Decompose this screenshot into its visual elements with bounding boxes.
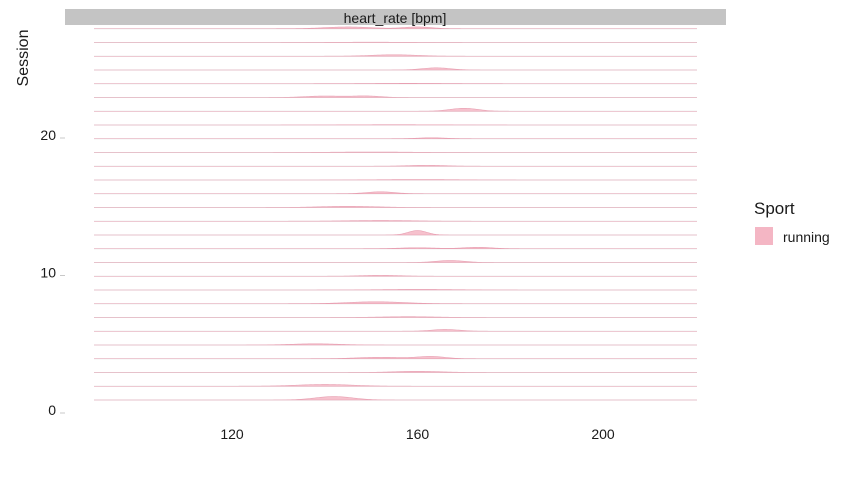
- y-axis-title: Session: [15, 30, 32, 87]
- ridge-session-17: [94, 164, 697, 167]
- x-tick-label-200: 200: [591, 426, 615, 442]
- ridge-session-6: [94, 316, 697, 318]
- session-ridges: [94, 26, 697, 401]
- facet-strip: [65, 9, 726, 25]
- y-tick-label-10: 10: [40, 265, 56, 281]
- legend-swatch-running: [755, 227, 773, 245]
- ridge-session-12: [94, 230, 697, 236]
- y-tick-label-0: 0: [48, 402, 56, 418]
- ridge-session-11: [94, 246, 697, 250]
- legend: Sport running: [754, 199, 830, 245]
- ridge-session-21: [94, 107, 697, 112]
- ridge-session-24: [94, 67, 697, 71]
- x-axis-ticks: 120 160 200: [220, 426, 615, 442]
- legend-title: Sport: [754, 199, 795, 218]
- ridge-session-27: [94, 26, 697, 30]
- ridge-session-15: [94, 191, 697, 195]
- ridge-session-0: [94, 396, 697, 401]
- ridge-session-19: [94, 137, 697, 140]
- ridge-session-7: [94, 301, 697, 305]
- ridge-session-9: [94, 274, 697, 277]
- ridge-session-13: [94, 220, 697, 222]
- x-tick-label-160: 160: [406, 426, 430, 442]
- ridge-session-14: [94, 206, 697, 208]
- ridge-session-25: [94, 54, 697, 57]
- ridge-session-4: [94, 343, 697, 346]
- ridge-session-10: [94, 260, 697, 263]
- legend-label-running: running: [783, 229, 830, 245]
- ridge-session-8: [94, 289, 697, 291]
- x-tick-label-120: 120: [220, 426, 244, 442]
- session-baselines: [94, 28, 697, 401]
- facet-label: heart_rate [bpm]: [344, 10, 447, 26]
- y-axis-ticks: 0 10 20: [40, 127, 65, 418]
- ridge-session-2: [94, 371, 697, 373]
- ridge-session-1: [94, 384, 697, 387]
- ridge-session-3: [94, 356, 697, 360]
- ridge-session-22: [94, 95, 697, 98]
- ridge-session-5: [94, 329, 697, 332]
- y-tick-label-20: 20: [40, 127, 56, 143]
